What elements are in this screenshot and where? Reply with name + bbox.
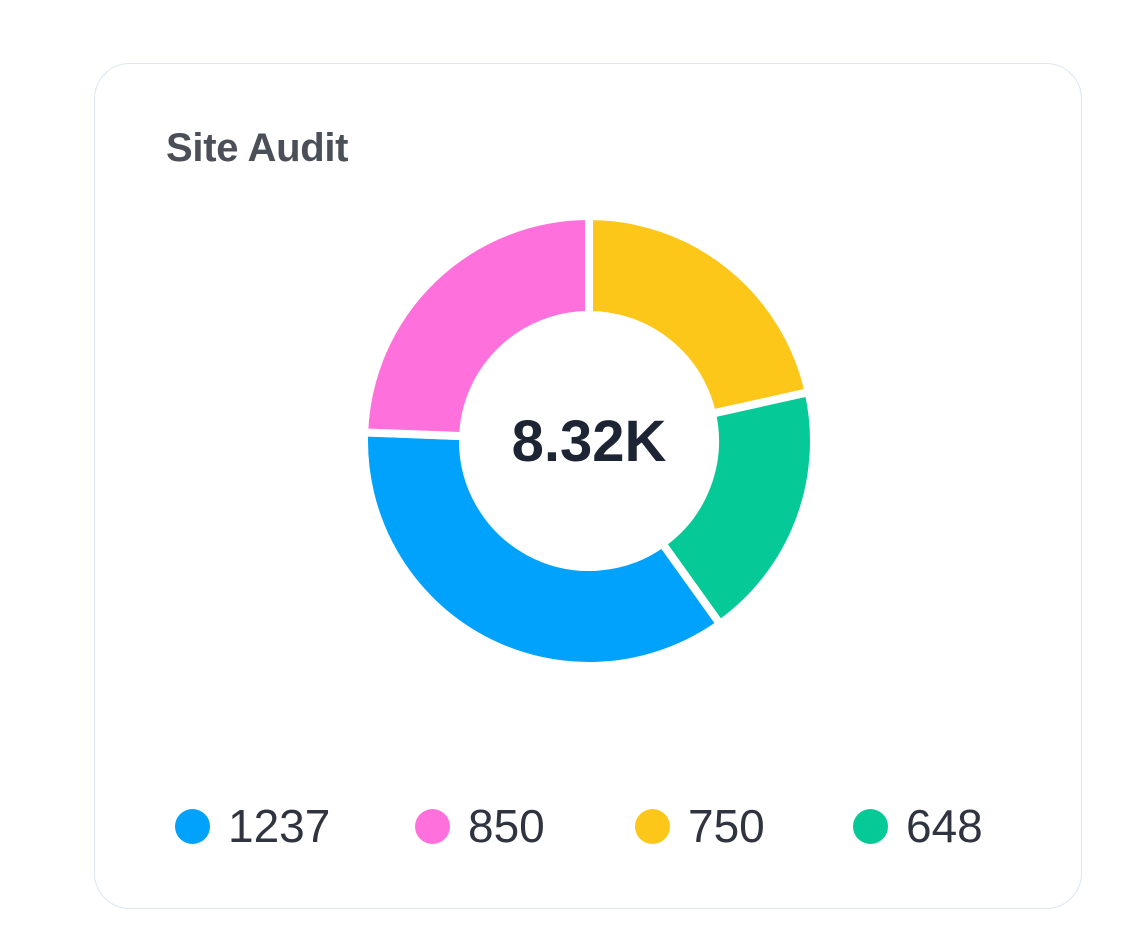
donut-slice[interactable]	[585, 211, 814, 419]
legend-item: 750	[635, 796, 765, 856]
card-title: Site Audit	[166, 126, 349, 170]
legend-dot	[635, 808, 670, 844]
legend: 1237 850 750 648	[0, 796, 1123, 856]
site-audit-card	[94, 63, 1082, 909]
legend-value: 750	[688, 800, 765, 852]
legend-dot	[415, 808, 450, 844]
legend-value: 850	[468, 800, 545, 852]
legend-value: 1237	[228, 800, 331, 852]
donut-slice[interactable]	[656, 387, 818, 630]
legend-dot	[853, 808, 888, 844]
legend-item: 648	[853, 796, 983, 856]
donut-slice[interactable]	[360, 428, 726, 670]
legend-item: 1237	[175, 796, 330, 856]
donut-slice[interactable]	[360, 211, 593, 441]
center-total-label: 8.32K	[512, 409, 667, 474]
legend-item: 850	[415, 796, 545, 856]
legend-value: 648	[906, 800, 983, 852]
legend-dot	[175, 808, 210, 844]
